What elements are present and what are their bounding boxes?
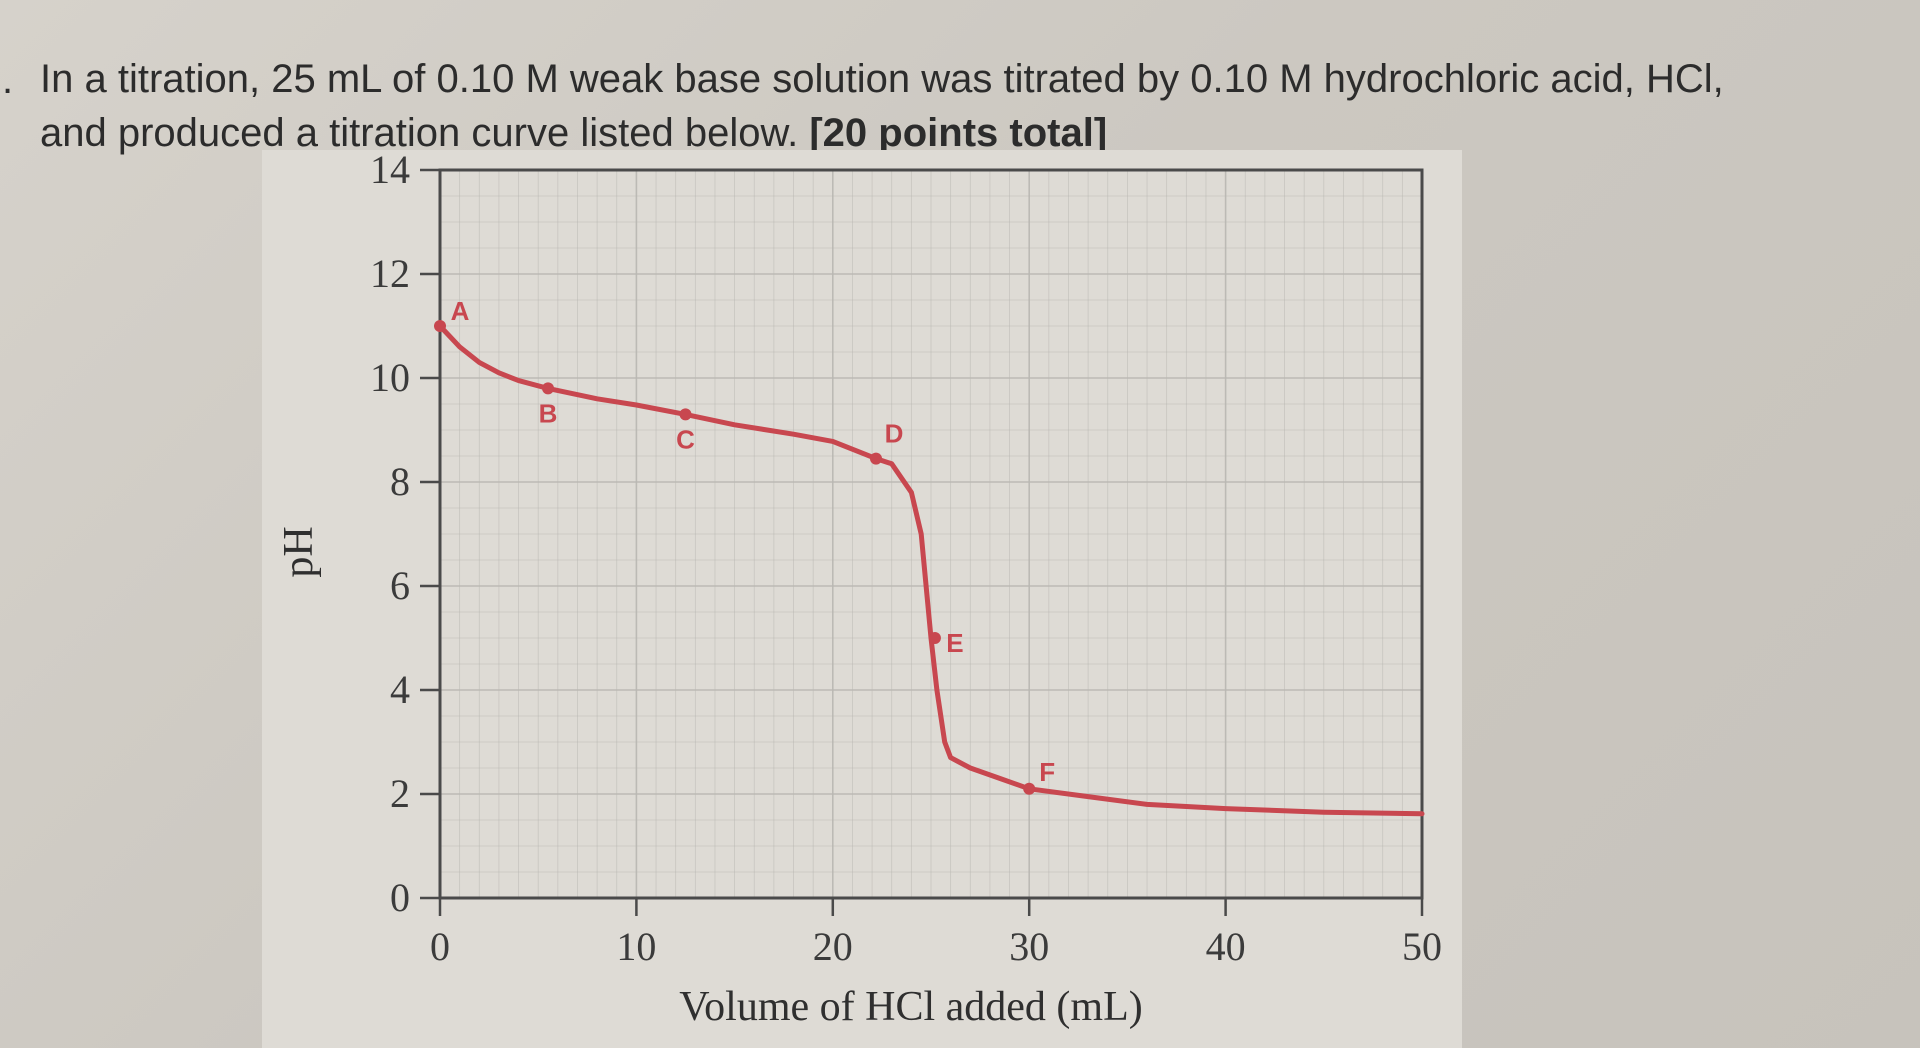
axis-ticks [420,168,1424,916]
point-label-d: D [885,419,904,449]
minor-grid [440,170,1422,898]
question-text: In a titration, 25 mL of 0.10 M weak bas… [40,52,1840,160]
y-axis-title: pH [276,526,322,577]
point-label-f: F [1039,757,1055,787]
point-label-b: B [539,398,558,428]
point-label-c: C [676,424,695,454]
y-tick-label: 4 [390,667,410,712]
x-tick-label: 10 [616,924,656,969]
y-tick-label: 12 [370,251,410,296]
y-tick-label: 14 [370,147,410,192]
point-marker-e [928,632,941,644]
x-tick-label: 30 [1009,924,1049,969]
question-line-1: In a titration, 25 mL of 0.10 M weak bas… [40,57,1724,101]
plot-frame [438,168,1424,900]
point-marker-d [870,452,883,465]
tick-labels: 0 2 4 6 8 10 12 14 0 10 20 30 40 50 [370,147,1442,969]
list-bullet: . [2,58,14,102]
y-tick-label: 6 [390,563,410,608]
question-line-2: and produced a titration curve listed be… [40,106,1840,160]
point-marker-b [542,382,555,395]
plot-background [262,150,1462,1048]
point-marker-c [679,408,692,421]
titration-curve [437,323,1425,817]
x-tick-label: 20 [813,924,853,969]
y-tick-label: 2 [390,771,410,816]
question-line-2-text: and produced a titration curve listed be… [40,111,810,155]
point-label-a: A [451,296,470,326]
point-marker-f [1023,782,1036,795]
x-axis-title: Volume of HCl added (mL) [679,984,1142,1030]
curve-points: A B C D E F [434,296,1055,795]
point-marker-a [434,320,446,332]
points-total: [20 points total] [809,111,1108,155]
x-tick-label: 40 [1206,924,1246,969]
y-tick-label: 10 [370,355,410,400]
point-label-e: E [946,628,963,658]
y-tick-label: 8 [390,459,410,504]
x-tick-label: 50 [1402,924,1442,969]
y-tick-label: 0 [390,875,410,920]
x-tick-label: 0 [430,924,450,969]
